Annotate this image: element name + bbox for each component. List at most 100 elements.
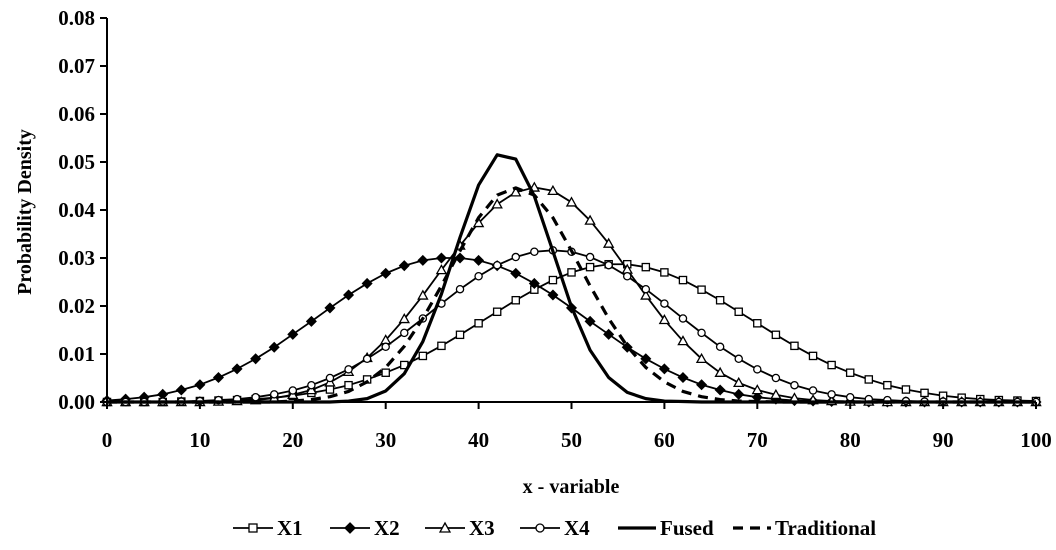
x-tick-label: 20 <box>282 428 303 452</box>
data-point <box>678 275 688 285</box>
y-tick-label: 0.02 <box>58 294 95 318</box>
data-point <box>344 365 353 374</box>
data-point <box>584 315 596 327</box>
legend-swatch-marker <box>248 523 258 533</box>
legend-swatch-marker <box>344 522 356 534</box>
data-point <box>324 302 336 314</box>
data-point <box>771 373 781 383</box>
data-point <box>602 237 615 248</box>
data-point <box>697 328 706 338</box>
data-point <box>288 386 298 395</box>
data-point <box>435 264 448 275</box>
data-point <box>604 260 613 270</box>
y-tick-label: 0.00 <box>58 390 95 414</box>
series-x3 <box>101 181 1042 407</box>
x-tick-label: 10 <box>189 428 210 452</box>
data-point <box>175 384 187 396</box>
data-point <box>212 372 224 384</box>
data-point <box>381 368 390 377</box>
data-point <box>790 341 799 351</box>
data-point <box>454 252 466 264</box>
data-point <box>287 328 299 340</box>
data-point <box>492 307 502 317</box>
data-point <box>343 289 355 301</box>
data-point <box>474 271 483 281</box>
data-point <box>548 275 558 285</box>
data-point <box>770 388 782 400</box>
legend-label: X1 <box>277 516 303 540</box>
legend-label: X2 <box>374 516 400 540</box>
data-point <box>641 262 651 272</box>
data-point <box>418 351 428 361</box>
y-tick-label: 0.07 <box>58 54 95 78</box>
data-point <box>640 353 652 365</box>
data-point <box>696 379 708 391</box>
data-point <box>864 375 874 384</box>
data-point <box>714 384 726 396</box>
data-point <box>771 330 781 340</box>
data-point <box>715 342 725 352</box>
y-tick-label: 0.04 <box>58 198 95 222</box>
x-tick-label: 60 <box>654 428 675 452</box>
data-point <box>492 260 502 270</box>
data-point <box>808 351 818 361</box>
data-point <box>305 315 317 327</box>
legend-item-fused: Fused <box>618 516 714 540</box>
x-tick-label: 90 <box>933 428 954 452</box>
data-point <box>344 380 353 390</box>
data-point <box>325 385 335 394</box>
data-point <box>584 214 596 225</box>
x-tick-label: 50 <box>561 428 582 452</box>
data-point <box>380 267 392 279</box>
data-point <box>547 289 559 301</box>
data-point <box>790 380 799 390</box>
series-line <box>107 153 1036 404</box>
y-tick-label: 0.05 <box>58 150 95 174</box>
data-point <box>883 380 892 390</box>
series-traditional <box>107 186 1036 404</box>
y-tick-label: 0.01 <box>58 342 95 366</box>
data-point <box>474 319 483 328</box>
data-point <box>660 299 669 308</box>
data-point <box>753 319 762 328</box>
data-point <box>473 254 485 266</box>
series-line <box>107 186 1036 403</box>
axes: 0.00 0.01 0.02 0.03 0.04 0.05 0.06 0.07 0.08 0 10 2… <box>58 6 1052 452</box>
data-point <box>528 277 540 289</box>
legend-label: Traditional <box>775 516 876 540</box>
data-point <box>268 341 280 353</box>
data-point <box>733 388 745 400</box>
data-point <box>565 196 578 207</box>
legend-swatch-marker <box>535 523 545 533</box>
legend: X1 X2 X3 X4 Fused Traditional <box>233 516 876 540</box>
data-point <box>640 289 652 300</box>
series-fused <box>107 153 1036 404</box>
data-point <box>901 385 911 394</box>
data-point <box>622 271 632 281</box>
data-point <box>660 268 669 277</box>
data-point <box>305 384 318 395</box>
data-point <box>715 295 725 305</box>
data-point <box>231 363 243 375</box>
data-point <box>251 392 260 402</box>
data-point <box>325 373 335 383</box>
data-point <box>734 307 743 317</box>
x-tick-label: 80 <box>840 428 861 452</box>
y-tick-label: 0.03 <box>58 246 95 270</box>
legend-item-x4: X4 <box>520 516 590 540</box>
data-point <box>621 341 633 353</box>
data-point <box>678 314 688 323</box>
data-point <box>641 284 651 294</box>
data-point <box>530 247 539 257</box>
data-point <box>510 186 522 197</box>
data-point <box>585 252 595 262</box>
data-point <box>845 368 855 377</box>
data-point <box>603 328 615 340</box>
data-point <box>194 379 206 391</box>
data-point <box>250 353 262 365</box>
y-tick-label: 0.08 <box>58 6 95 30</box>
legend-item-traditional: Traditional <box>733 516 876 540</box>
legend-label: X3 <box>469 516 495 540</box>
legend-item-x1: X1 <box>233 516 303 540</box>
